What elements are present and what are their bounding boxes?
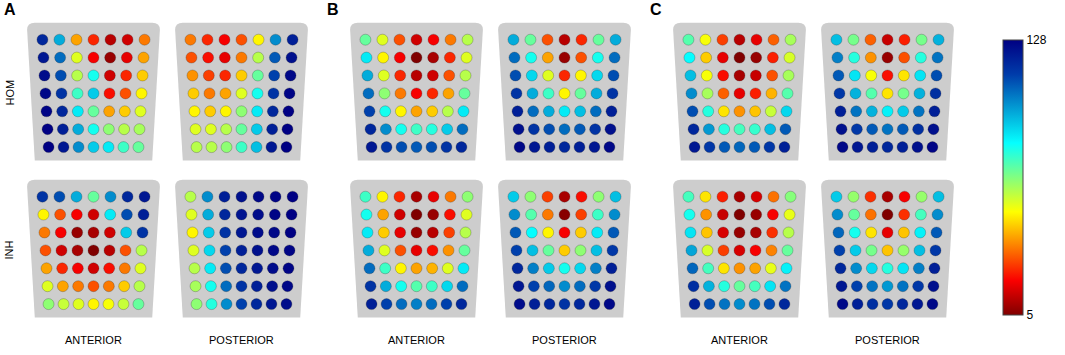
svg-text:5: 5 bbox=[1026, 308, 1033, 322]
svg-text:C: C bbox=[650, 1, 662, 18]
svg-text:POSTERIOR: POSTERIOR bbox=[209, 334, 274, 346]
svg-text:A: A bbox=[4, 1, 16, 18]
svg-text:HOM: HOM bbox=[4, 80, 16, 106]
svg-text:INH: INH bbox=[3, 241, 15, 260]
svg-text:POSTERIOR: POSTERIOR bbox=[855, 334, 920, 346]
svg-text:ANTERIOR: ANTERIOR bbox=[388, 334, 445, 346]
svg-text:ANTERIOR: ANTERIOR bbox=[711, 334, 768, 346]
svg-text:B: B bbox=[327, 1, 339, 18]
svg-text:POSTERIOR: POSTERIOR bbox=[532, 334, 597, 346]
svg-text:128: 128 bbox=[1026, 33, 1046, 47]
svg-text:ANTERIOR: ANTERIOR bbox=[65, 334, 122, 346]
